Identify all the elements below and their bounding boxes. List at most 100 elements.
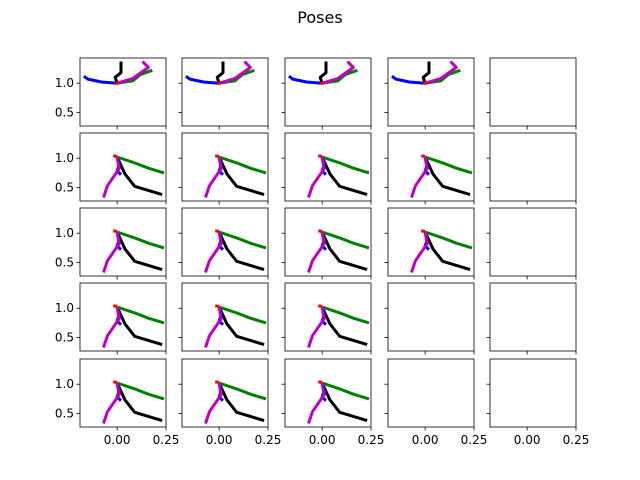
axes-frame bbox=[489, 207, 577, 277]
subplot-r4-c1: 0.5 1.0 bbox=[55, 282, 167, 355]
pose-line-black bbox=[217, 306, 265, 347]
pose-line-black bbox=[320, 231, 368, 272]
axes-frame bbox=[387, 57, 475, 127]
pose-line-magenta bbox=[116, 60, 150, 85]
x-tick-label: 0.25 bbox=[153, 433, 180, 447]
subplot-r1-c2 bbox=[178, 57, 269, 130]
pose-line-black bbox=[421, 61, 431, 84]
axes-frame bbox=[284, 358, 372, 428]
x-tick-label: 0.00 bbox=[206, 433, 233, 447]
subplot-r3-c4 bbox=[384, 207, 475, 280]
pose-line-magenta bbox=[218, 60, 252, 85]
subplot-r1-c5 bbox=[486, 57, 577, 130]
pose-line-green bbox=[321, 230, 370, 250]
pose-line-black bbox=[115, 231, 163, 272]
pose-line-magenta bbox=[307, 306, 326, 348]
pose-line-black bbox=[217, 156, 265, 197]
axes-frame bbox=[387, 282, 475, 352]
axes-frame bbox=[181, 358, 269, 428]
subplot-r4-c2 bbox=[178, 282, 269, 355]
axes-frame bbox=[79, 358, 167, 428]
pose-line-green bbox=[218, 230, 267, 250]
subplot-r1-c4 bbox=[384, 57, 475, 130]
pose-line-magenta bbox=[307, 231, 326, 273]
pose-line-magenta bbox=[321, 60, 355, 85]
x-tick-label: 0.00 bbox=[104, 433, 131, 447]
x-tick-label: 0.00 bbox=[412, 433, 439, 447]
pose-line-magenta bbox=[307, 156, 326, 198]
pose-line-black bbox=[217, 382, 265, 423]
pose-line-black bbox=[423, 156, 471, 197]
subplot-r3-c2 bbox=[178, 207, 269, 280]
pose-line-black bbox=[215, 61, 225, 84]
pose-line-magenta bbox=[410, 231, 429, 273]
subplot-r2-c3 bbox=[281, 132, 372, 205]
axes-frame bbox=[489, 57, 577, 127]
pose-line-magenta bbox=[204, 231, 223, 273]
x-tick-label: 0.25 bbox=[358, 433, 385, 447]
pose-line-green bbox=[116, 155, 165, 175]
subplot-r4-c5 bbox=[486, 282, 577, 355]
subplot-r2-c4 bbox=[384, 132, 475, 205]
pose-line-red bbox=[318, 154, 323, 158]
pose-line-green bbox=[321, 305, 370, 325]
axes-frame bbox=[79, 132, 167, 202]
x-tick-label: 0.25 bbox=[255, 433, 282, 447]
pose-line-magenta bbox=[204, 306, 223, 348]
axes-frame bbox=[284, 207, 372, 277]
figure-title: Poses bbox=[297, 8, 342, 27]
y-tick-label: 0.5 bbox=[55, 256, 74, 270]
subplot-r2-c5 bbox=[486, 132, 577, 205]
pose-line-red bbox=[318, 304, 323, 308]
pose-line-black bbox=[318, 61, 328, 84]
pose-line-magenta bbox=[204, 382, 223, 424]
pose-line-blue bbox=[391, 74, 426, 85]
subplot-r5-c2: 0.00 0.25 bbox=[178, 358, 282, 447]
axes-frame bbox=[489, 282, 577, 352]
pose-line-magenta bbox=[424, 60, 458, 85]
y-tick-label: 1.0 bbox=[55, 377, 74, 391]
subplot-grid: 0.51.00.51.00.51.00.51.00.00 0.250.51.00.… bbox=[55, 57, 590, 447]
y-tick-label: 0.5 bbox=[55, 106, 74, 120]
pose-line-black bbox=[320, 306, 368, 347]
pose-line-black bbox=[115, 306, 163, 347]
pose-line-green bbox=[218, 155, 267, 175]
subplot-r1-c1: 0.5 1.0 bbox=[55, 57, 167, 130]
pose-line-green bbox=[321, 155, 370, 175]
axes-frame bbox=[387, 132, 475, 202]
pose-line-red bbox=[113, 154, 118, 158]
axes-frame bbox=[284, 132, 372, 202]
pose-line-green bbox=[218, 381, 267, 401]
pose-line-black bbox=[115, 382, 163, 423]
pose-line-magenta bbox=[204, 156, 223, 198]
pose-line-magenta bbox=[102, 382, 121, 424]
pose-line-magenta bbox=[102, 306, 121, 348]
subplot-r1-c3 bbox=[281, 57, 372, 130]
pose-line-blue bbox=[288, 74, 323, 85]
subplot-r3-c3 bbox=[281, 207, 372, 280]
pose-line-black bbox=[217, 231, 265, 272]
axes-frame bbox=[489, 132, 577, 202]
axes-frame bbox=[79, 207, 167, 277]
pose-line-red bbox=[318, 229, 323, 233]
y-tick-label: 1.0 bbox=[55, 301, 74, 315]
subplot-r5-c4: 0.00 0.25 bbox=[384, 358, 487, 447]
pose-line-black bbox=[115, 156, 163, 197]
pose-line-green bbox=[116, 381, 165, 401]
y-tick-label: 1.0 bbox=[55, 151, 74, 165]
pose-line-blue bbox=[185, 74, 220, 85]
axes-frame bbox=[489, 358, 577, 428]
x-tick-label: 0.25 bbox=[563, 433, 590, 447]
y-tick-label: 0.5 bbox=[55, 181, 74, 195]
axes-frame bbox=[79, 57, 167, 127]
pose-line-magenta bbox=[102, 156, 121, 198]
pose-line-red bbox=[113, 304, 118, 308]
axes-frame bbox=[181, 57, 269, 127]
subplot-r2-c1: 0.5 1.0 bbox=[55, 132, 167, 205]
pose-line-black bbox=[113, 61, 123, 84]
pose-line-green bbox=[321, 381, 370, 401]
pose-line-green bbox=[218, 305, 267, 325]
pose-line-red bbox=[113, 380, 118, 384]
